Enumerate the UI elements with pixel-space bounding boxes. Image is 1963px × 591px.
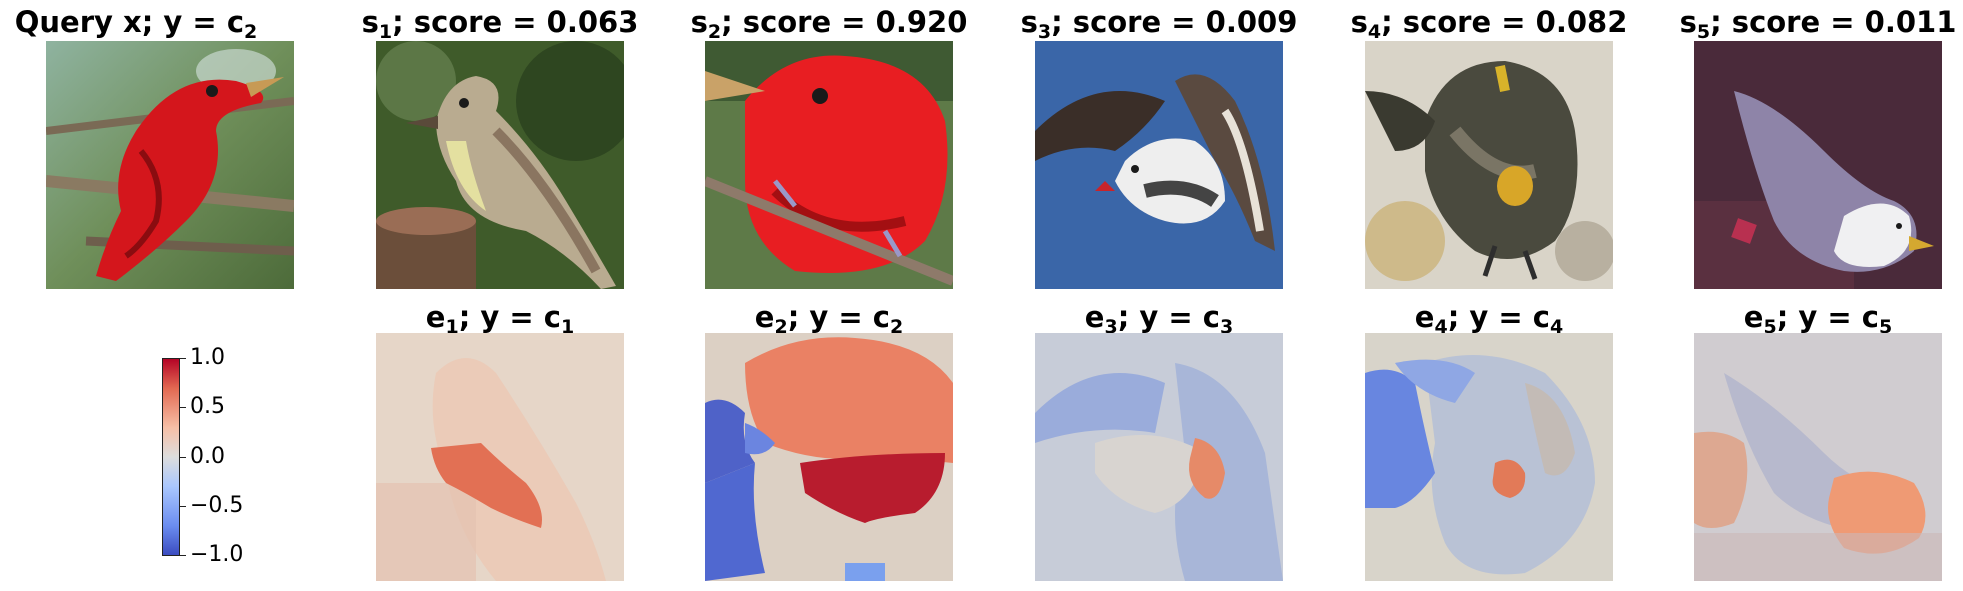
colorbar-tick-label: 1.0 xyxy=(190,345,225,370)
query-image xyxy=(46,41,294,289)
explanation-title-2: e2; y = c2 xyxy=(754,300,904,338)
colorbar-tick-label: −0.5 xyxy=(190,493,244,518)
explanation-map-2 xyxy=(705,333,953,581)
support-image-3 xyxy=(1035,41,1283,289)
colorbar-tick-label: −1.0 xyxy=(190,542,244,567)
explanation-map-5 xyxy=(1694,333,1942,581)
colorbar-tick-label: 0.5 xyxy=(190,394,225,419)
support-image-5 xyxy=(1694,41,1942,289)
explanation-title-4: e4; y = c4 xyxy=(1414,300,1564,338)
colorbar-tick xyxy=(180,457,186,458)
colorbar-tick xyxy=(180,358,186,359)
explanation-title-5: e5; y = c5 xyxy=(1743,300,1893,338)
explanation-map-3 xyxy=(1035,333,1283,581)
query-title: Query x; y = c2 xyxy=(14,5,258,43)
explanation-map-4 xyxy=(1365,333,1613,581)
support-title-1: s1; score = 0.063 xyxy=(361,5,639,43)
support-title-4: s4; score = 0.082 xyxy=(1350,5,1628,43)
colorbar xyxy=(162,358,180,556)
colorbar-tick-label: 0.0 xyxy=(190,444,225,469)
colorbar-tick xyxy=(180,506,186,507)
explanation-map-1 xyxy=(376,333,624,581)
support-title-2: s2; score = 0.920 xyxy=(690,5,968,43)
support-image-2 xyxy=(705,41,953,289)
support-title-3: s3; score = 0.009 xyxy=(1020,5,1298,43)
colorbar-tick xyxy=(180,555,186,556)
support-image-1 xyxy=(376,41,624,289)
support-image-4 xyxy=(1365,41,1613,289)
explanation-title-3: e3; y = c3 xyxy=(1084,300,1234,338)
support-title-5: s5; score = 0.011 xyxy=(1679,5,1957,43)
explanation-title-1: e1; y = c1 xyxy=(425,300,575,338)
colorbar-tick xyxy=(180,407,186,408)
